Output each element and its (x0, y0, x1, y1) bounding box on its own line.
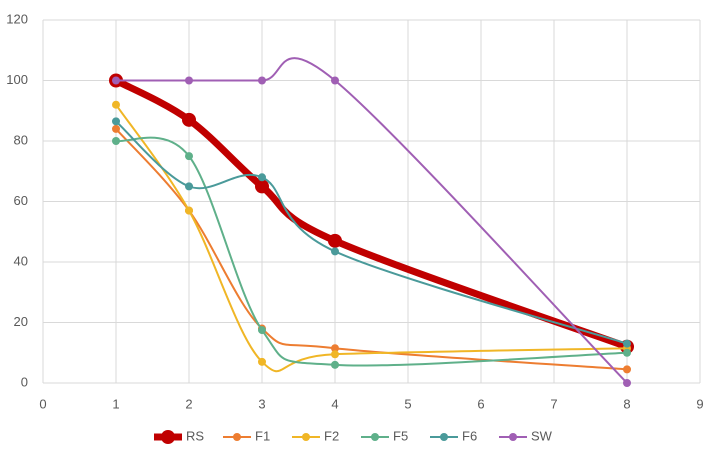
series-line (115, 136, 628, 367)
legend-marker (440, 433, 448, 441)
series-line (114, 77, 629, 350)
point (185, 152, 193, 161)
point (255, 179, 269, 194)
legend-marker (233, 433, 241, 441)
x-tick-label: 5 (404, 396, 411, 411)
series-line (115, 120, 628, 345)
series-line (116, 57, 628, 384)
point (328, 233, 342, 248)
point (112, 124, 120, 133)
y-tick-label: 60 (14, 193, 28, 208)
point (331, 247, 339, 256)
legend-label: F6 (462, 428, 477, 443)
legend-marker (371, 433, 379, 441)
point (112, 100, 120, 109)
point (182, 112, 196, 127)
point (258, 326, 266, 335)
point (623, 339, 631, 348)
x-tick-label: 3 (258, 396, 265, 411)
y-tick-label: 0 (21, 374, 28, 389)
point (112, 76, 120, 85)
legend-label: RS (186, 428, 204, 443)
point (258, 173, 266, 182)
point (331, 76, 339, 85)
x-tick-label: 0 (39, 396, 46, 411)
legend-label: SW (531, 428, 553, 443)
y-tick-label: 120 (6, 11, 28, 26)
x-tick-label: 8 (623, 396, 630, 411)
point (331, 344, 339, 353)
point (185, 182, 193, 191)
legend-label: F2 (324, 428, 339, 443)
point (331, 350, 339, 359)
point (623, 365, 631, 374)
point (112, 117, 120, 126)
point (112, 137, 120, 145)
x-tick-label: 1 (112, 396, 119, 411)
x-tick-label: 4 (331, 396, 338, 411)
x-tick-label: 7 (550, 396, 557, 411)
legend-label: F5 (393, 428, 408, 443)
x-tick-label: 6 (477, 396, 484, 411)
y-tick-label: 40 (14, 253, 28, 268)
legend-label: F1 (255, 428, 270, 443)
x-tick-label: 9 (696, 396, 703, 411)
point (623, 348, 631, 357)
x-tick-label: 2 (185, 396, 192, 411)
y-tick-label: 100 (6, 72, 28, 87)
y-tick-label: 80 (14, 132, 28, 147)
y-tick-label: 20 (14, 314, 28, 329)
point (185, 206, 193, 215)
legend-marker (302, 433, 310, 441)
point (185, 76, 193, 85)
point (331, 360, 339, 369)
series-line (115, 128, 628, 371)
point (258, 357, 266, 366)
point (258, 76, 266, 85)
point (623, 379, 631, 387)
series-line (115, 104, 628, 373)
legend-marker (509, 433, 517, 441)
legend-marker (161, 430, 175, 444)
